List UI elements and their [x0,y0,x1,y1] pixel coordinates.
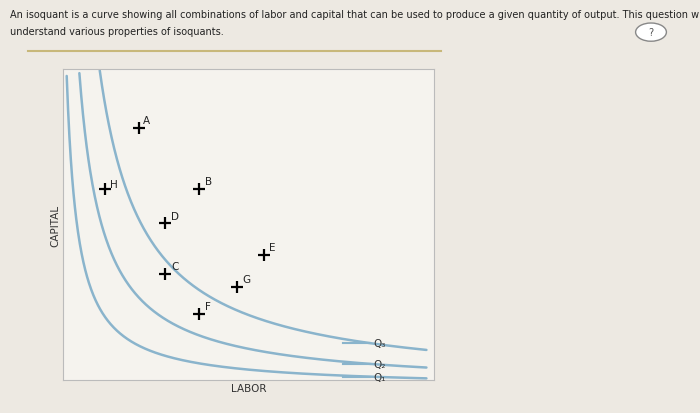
Y-axis label: CAPITAL: CAPITAL [50,204,60,246]
Text: Q₂: Q₂ [373,359,386,369]
Text: An isoquant is a curve showing all combinations of labor and capital that can be: An isoquant is a curve showing all combi… [10,10,700,20]
Text: E: E [270,243,276,253]
Text: understand various properties of isoquants.: understand various properties of isoquan… [10,27,224,37]
X-axis label: LABOR: LABOR [231,383,266,393]
Text: H: H [111,179,118,189]
Text: Q₃: Q₃ [373,338,386,348]
Text: F: F [205,301,211,311]
Text: C: C [171,261,178,271]
Text: D: D [171,211,179,221]
Text: Q₁: Q₁ [373,372,386,382]
Text: ?: ? [648,28,654,38]
Text: B: B [205,177,212,187]
Text: A: A [144,116,150,126]
Text: G: G [243,275,251,285]
